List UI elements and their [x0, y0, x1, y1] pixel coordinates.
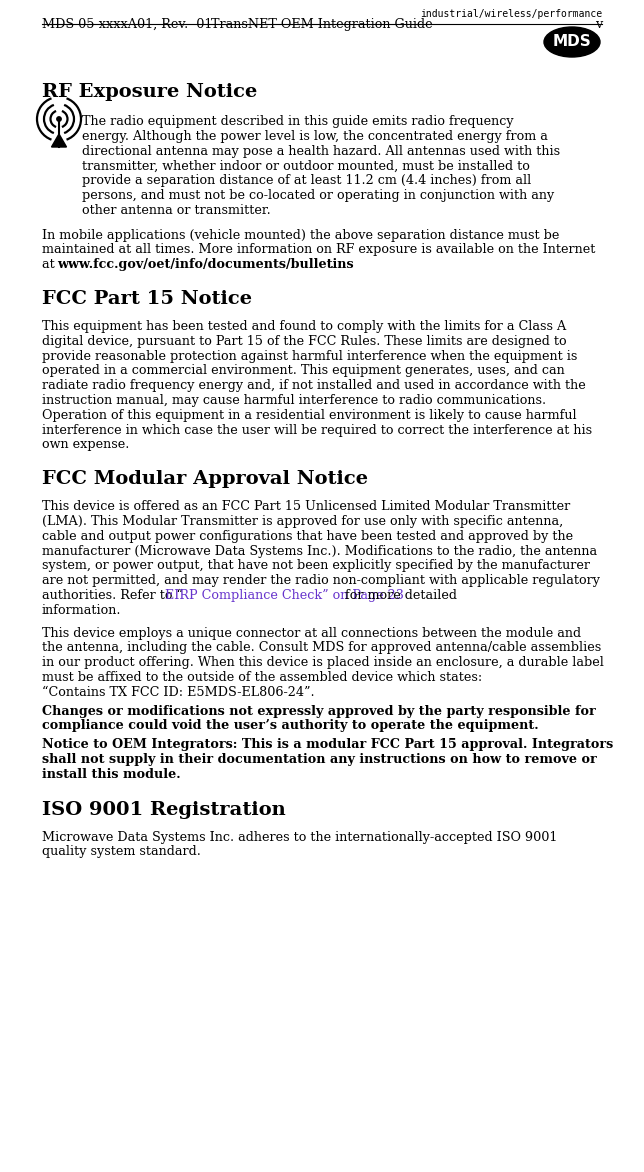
Text: Changes or modifications not expressly approved by the party responsible for: Changes or modifications not expressly a…	[42, 704, 596, 717]
Text: install this module.: install this module.	[42, 768, 180, 781]
Text: v: v	[595, 18, 602, 30]
Text: maintained at all times. More information on RF exposure is available on the Int: maintained at all times. More informatio…	[42, 244, 595, 257]
Text: radiate radio frequency energy and, if not installed and used in accordance with: radiate radio frequency energy and, if n…	[42, 380, 586, 393]
Text: .: .	[330, 258, 334, 271]
Text: provide a separation distance of at least 11.2 cm (4.4 inches) from all: provide a separation distance of at leas…	[82, 175, 531, 188]
Text: in our product offering. When this device is placed inside an enclosure, a durab: in our product offering. When this devic…	[42, 656, 604, 669]
Text: Operation of this equipment in a residential environment is likely to cause harm: Operation of this equipment in a residen…	[42, 409, 576, 422]
Text: other antenna or transmitter.: other antenna or transmitter.	[82, 204, 270, 217]
Text: information.: information.	[42, 604, 122, 616]
Text: at: at	[42, 258, 59, 271]
Text: must be affixed to the outside of the assembled device which states:: must be affixed to the outside of the as…	[42, 672, 482, 684]
Text: shall not supply in their documentation any instructions on how to remove or: shall not supply in their documentation …	[42, 752, 597, 766]
Text: operated in a commercial environment. This equipment generates, uses, and can: operated in a commercial environment. Th…	[42, 364, 565, 377]
Text: instruction manual, may cause harmful interference to radio communications.: instruction manual, may cause harmful in…	[42, 394, 546, 407]
Text: cable and output power configurations that have been tested and approved by the: cable and output power configurations th…	[42, 530, 573, 543]
Ellipse shape	[544, 27, 600, 57]
Text: are not permitted, and may render the radio non-compliant with applicable regula: are not permitted, and may render the ra…	[42, 574, 600, 587]
Text: provide reasonable protection against harmful interference when the equipment is: provide reasonable protection against ha…	[42, 349, 578, 362]
Text: TransNET OEM Integration Guide: TransNET OEM Integration Guide	[211, 18, 433, 30]
Text: In mobile applications (vehicle mounted) the above separation distance must be: In mobile applications (vehicle mounted)…	[42, 229, 560, 241]
Text: interference in which case the user will be required to correct the interference: interference in which case the user will…	[42, 423, 592, 437]
Text: for more detailed: for more detailed	[341, 590, 457, 602]
Text: directional antenna may pose a health hazard. All antennas used with this: directional antenna may pose a health ha…	[82, 144, 560, 157]
Text: quality system standard.: quality system standard.	[42, 845, 201, 858]
Text: FCC Part 15 Notice: FCC Part 15 Notice	[42, 289, 252, 308]
Text: manufacturer (Microwave Data Systems Inc.). Modifications to the radio, the ante: manufacturer (Microwave Data Systems Inc…	[42, 545, 597, 558]
Text: (LMA). This Modular Transmitter is approved for use only with specific antenna,: (LMA). This Modular Transmitter is appro…	[42, 515, 564, 529]
Text: transmitter, whether indoor or outdoor mounted, must be installed to: transmitter, whether indoor or outdoor m…	[82, 159, 530, 172]
Text: MDS: MDS	[553, 34, 591, 49]
Text: industrial/wireless/performance: industrial/wireless/performance	[420, 9, 602, 19]
Text: This device is offered as an FCC Part 15 Unlicensed Limited Modular Transmitter: This device is offered as an FCC Part 15…	[42, 500, 570, 513]
Text: www.fcc.gov/oet/info/documents/bulletins: www.fcc.gov/oet/info/documents/bulletins	[57, 258, 354, 271]
Text: Notice to OEM Integrators: This is a modular FCC Part 15 approval. Integrators: Notice to OEM Integrators: This is a mod…	[42, 738, 613, 751]
Text: authorities. Refer to “: authorities. Refer to “	[42, 590, 183, 602]
Circle shape	[57, 117, 61, 121]
Text: system, or power output, that have not been explicitly specified by the manufact: system, or power output, that have not b…	[42, 559, 590, 572]
Text: persons, and must not be co-located or operating in conjunction with any: persons, and must not be co-located or o…	[82, 189, 554, 202]
Polygon shape	[52, 134, 66, 146]
Text: EIRP Compliance Check” on Page 23: EIRP Compliance Check” on Page 23	[165, 590, 404, 602]
Text: The radio equipment described in this guide emits radio frequency: The radio equipment described in this gu…	[82, 115, 514, 128]
Text: own expense.: own expense.	[42, 438, 129, 451]
Text: energy. Although the power level is low, the concentrated energy from a: energy. Although the power level is low,…	[82, 130, 548, 143]
Text: FCC Modular Approval Notice: FCC Modular Approval Notice	[42, 470, 368, 489]
Text: digital device, pursuant to Part 15 of the FCC Rules. These limits are designed : digital device, pursuant to Part 15 of t…	[42, 335, 567, 348]
Text: ISO 9001 Registration: ISO 9001 Registration	[42, 800, 286, 818]
Text: compliance could void the user’s authority to operate the equipment.: compliance could void the user’s authori…	[42, 720, 538, 732]
Text: “Contains TX FCC ID: E5MDS-EL806-24”.: “Contains TX FCC ID: E5MDS-EL806-24”.	[42, 686, 315, 699]
Text: Microwave Data Systems Inc. adheres to the internationally-accepted ISO 9001: Microwave Data Systems Inc. adheres to t…	[42, 831, 557, 844]
Text: the antenna, including the cable. Consult MDS for approved antenna/cable assembl: the antenna, including the cable. Consul…	[42, 641, 601, 654]
Text: This equipment has been tested and found to comply with the limits for a Class A: This equipment has been tested and found…	[42, 320, 566, 333]
Text: MDS 05-xxxxA01, Rev.  01: MDS 05-xxxxA01, Rev. 01	[42, 18, 213, 30]
Text: This device employs a unique connector at all connections between the module and: This device employs a unique connector a…	[42, 627, 581, 640]
Text: RF Exposure Notice: RF Exposure Notice	[42, 83, 257, 101]
